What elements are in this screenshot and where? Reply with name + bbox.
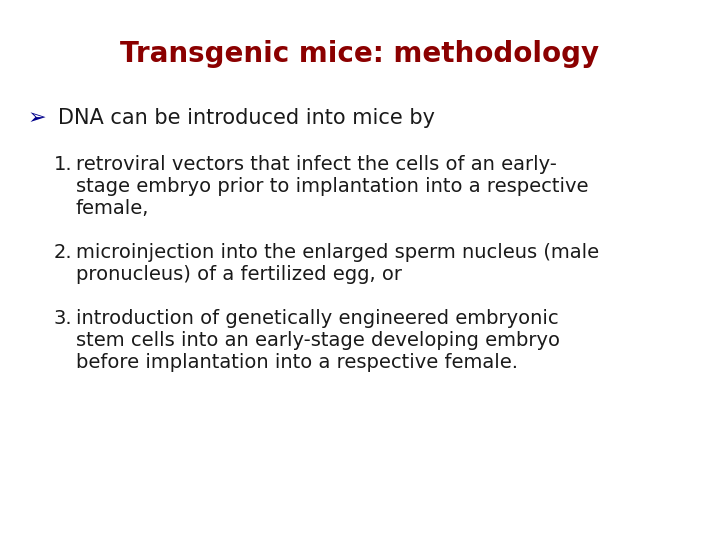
Text: microinjection into the enlarged sperm nucleus (male: microinjection into the enlarged sperm n…	[76, 243, 599, 262]
Text: 2.: 2.	[53, 243, 72, 262]
Text: Transgenic mice: methodology: Transgenic mice: methodology	[120, 40, 600, 68]
Text: stage embryo prior to implantation into a respective: stage embryo prior to implantation into …	[76, 177, 588, 196]
Text: female,: female,	[76, 199, 149, 218]
Text: DNA can be introduced into mice by: DNA can be introduced into mice by	[58, 108, 435, 128]
Text: introduction of genetically engineered embryonic: introduction of genetically engineered e…	[76, 309, 559, 328]
Text: pronucleus) of a fertilized egg, or: pronucleus) of a fertilized egg, or	[76, 265, 402, 284]
Text: 3.: 3.	[53, 309, 72, 328]
Text: retroviral vectors that infect the cells of an early-: retroviral vectors that infect the cells…	[76, 155, 557, 174]
Text: 1.: 1.	[53, 155, 72, 174]
Text: before implantation into a respective female.: before implantation into a respective fe…	[76, 353, 518, 372]
Text: stem cells into an early-stage developing embryo: stem cells into an early-stage developin…	[76, 331, 560, 350]
Text: ➢: ➢	[28, 108, 47, 128]
